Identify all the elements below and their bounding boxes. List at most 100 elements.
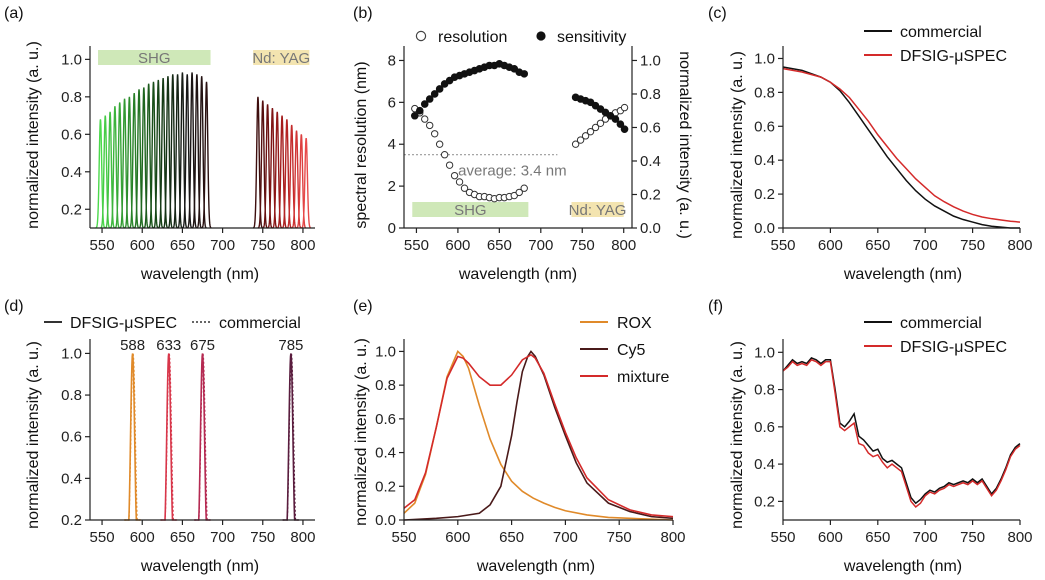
x-tick-label: 750 — [250, 237, 275, 254]
peak-line-commercial — [282, 353, 301, 521]
peak-line — [162, 76, 173, 229]
y-tick-label: 0.6 — [61, 126, 82, 143]
x-axis-title: wavelength (nm) — [140, 266, 259, 283]
peak-line — [281, 119, 292, 229]
y-tick-label: 0.8 — [61, 387, 82, 404]
panel-e: (e) normalized intensity (a. u.) wavelen… — [353, 298, 686, 575]
peak-line — [153, 79, 164, 229]
legend: commercial DFSIG-μSPEC — [864, 24, 1007, 65]
y-right-tick-label: 0.0 — [640, 220, 661, 237]
y-tick-label: 0.8 — [754, 382, 775, 399]
panel-d: (d) normalized intensity (a. u.) wavelen… — [4, 298, 315, 575]
panel-label: (c) — [708, 5, 727, 22]
peak-line — [252, 96, 263, 229]
x-tick-label: 600 — [818, 237, 843, 254]
legend: DFSIG-μSPEC commercial — [44, 315, 301, 332]
peak-line — [182, 74, 193, 229]
legend-label: DFSIG-μSPEC — [900, 339, 1007, 356]
legend-label: Cy5 — [617, 342, 646, 359]
resolution-point — [576, 136, 585, 144]
y-right-tick-label: 0.2 — [640, 186, 661, 203]
resolution-point — [571, 140, 580, 148]
sensitivity-point — [616, 120, 625, 128]
series-line — [782, 357, 1021, 505]
sensitivity-point — [520, 70, 529, 78]
y-tick-label: 1.0 — [754, 344, 775, 361]
resolution-point — [586, 127, 595, 136]
plot-area: 0.2 0.4 0.6 0.8 1.0 550 600 650 700 750 800 — [754, 339, 1033, 546]
panel-label: (d) — [4, 298, 24, 315]
x-axis-title: wavelength (nm) — [458, 266, 577, 283]
y-tick-label: 0 — [388, 220, 396, 237]
x-tick-label: 800 — [611, 237, 636, 254]
peak-line — [105, 111, 116, 229]
x-axis-title: wavelength (nm) — [843, 558, 962, 575]
y-tick-label: 0.8 — [61, 89, 82, 106]
peak-line — [262, 104, 273, 229]
x-tick-label: 700 — [553, 529, 578, 546]
y-axis-title: normalized intensity (a. u.) — [25, 341, 42, 529]
x-axis-title: wavelength (nm) — [476, 558, 595, 575]
legend-label: commercial — [219, 315, 301, 332]
x-tick-label: 650 — [487, 237, 512, 254]
x-tick-label: 650 — [170, 237, 195, 254]
x-tick-label: 800 — [290, 529, 315, 546]
peak-line-dfsig — [194, 353, 211, 521]
series-line — [403, 353, 674, 518]
peak-line — [119, 98, 130, 229]
resolution-point — [591, 123, 600, 132]
y-tick-label: 1.0 — [61, 51, 82, 68]
peak-line — [272, 111, 283, 229]
peak-line — [291, 130, 302, 229]
y-tick-label: 0.2 — [754, 493, 775, 510]
x-tick-label: 600 — [445, 529, 470, 546]
x-tick-label: 700 — [913, 529, 938, 546]
y-right-tick-label: 0.4 — [640, 153, 661, 170]
x-tick-label: 750 — [607, 529, 632, 546]
legend-label: commercial — [900, 24, 982, 41]
peak-label: 675 — [190, 337, 215, 354]
x-tick-label: 700 — [913, 237, 938, 254]
peak-line — [124, 96, 135, 229]
resolution-point — [440, 151, 449, 159]
resolution-point — [426, 121, 434, 130]
panel-label: (b) — [353, 5, 373, 22]
peak-line — [267, 107, 278, 229]
legend: ROX Cy5 mixture — [580, 315, 670, 386]
y-tick-label: 0.2 — [61, 512, 82, 529]
panel-label: (f) — [708, 298, 723, 315]
y-tick-label: 0.8 — [375, 377, 396, 394]
peak-line-dfsig — [282, 353, 299, 521]
resolution-point — [520, 184, 528, 192]
x-tick-label: 550 — [770, 237, 795, 254]
x-tick-label: 800 — [290, 237, 315, 254]
sensitivity-point — [425, 95, 434, 103]
peak-line-dfsig — [124, 353, 141, 521]
plot-area: 0.0 0.2 0.4 0.6 0.8 1.0 550 600 650 700 750 800 — [375, 339, 686, 546]
legend: resolution sensitivity — [415, 29, 626, 46]
y-axis-title: spectral resolution (nm) — [353, 61, 370, 228]
peak-line — [148, 81, 159, 229]
x-tick-label: 700 — [210, 529, 235, 546]
panel-label: (e) — [353, 298, 373, 315]
band-shg — [98, 50, 211, 65]
legend-marker-open — [415, 30, 427, 42]
y-tick-label: 0.2 — [754, 186, 775, 203]
peak-line — [186, 72, 198, 229]
series-line — [782, 66, 1020, 229]
peak-line — [143, 83, 154, 229]
x-tick-label: 800 — [1007, 237, 1032, 254]
peak-line — [114, 102, 125, 229]
y-tick-label: 1.0 — [375, 343, 396, 360]
plot-area: SHG Nd: YAG average: 3.4 nm 0 2 4 6 8 550 600 650 7… — [388, 46, 661, 254]
sensitivity-point — [415, 106, 424, 115]
sensitivity-point — [420, 100, 429, 108]
x-tick-label: 750 — [960, 529, 985, 546]
y-tick-label: 0.4 — [754, 152, 775, 169]
band-label: SHG — [138, 50, 171, 67]
x-axis-title: wavelength (nm) — [140, 558, 259, 575]
y-tick-label: 0.4 — [375, 445, 396, 462]
y-axis-title: normalized intensity (a. u.) — [353, 338, 370, 526]
